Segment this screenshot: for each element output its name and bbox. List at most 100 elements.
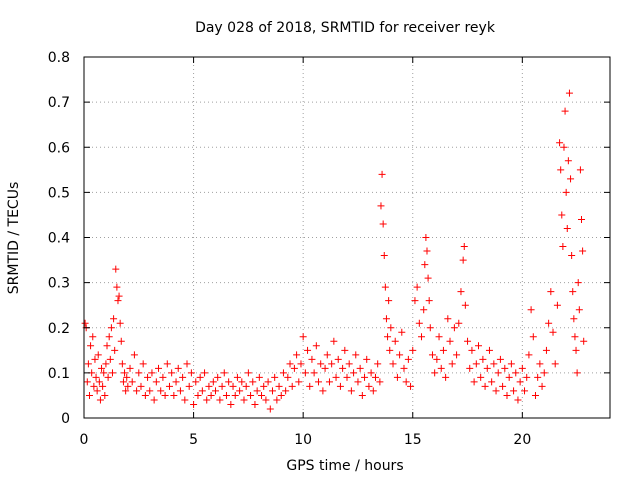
data-point xyxy=(545,319,553,327)
data-point xyxy=(398,328,406,336)
data-point xyxy=(264,378,272,386)
data-point xyxy=(382,315,390,323)
data-point xyxy=(222,391,230,399)
data-point xyxy=(312,342,320,350)
data-point xyxy=(266,405,274,413)
data-point xyxy=(95,378,103,386)
data-point xyxy=(378,170,386,178)
data-point xyxy=(557,166,565,174)
data-point xyxy=(332,373,340,381)
chart-title: Day 028 of 2018, SRMTID for receiver rey… xyxy=(195,20,496,36)
data-point xyxy=(128,378,136,386)
data-point xyxy=(376,378,384,386)
data-point xyxy=(321,364,329,372)
data-point xyxy=(155,364,163,372)
data-point xyxy=(258,391,266,399)
data-point xyxy=(194,391,202,399)
data-point xyxy=(501,364,509,372)
data-point xyxy=(201,369,209,377)
data-point xyxy=(561,107,569,115)
data-point xyxy=(563,224,571,232)
data-point xyxy=(542,346,550,354)
data-point xyxy=(575,306,583,314)
y-tick-label: 0.1 xyxy=(48,366,70,382)
data-point xyxy=(108,369,116,377)
data-point xyxy=(404,355,412,363)
data-point xyxy=(499,382,507,390)
data-point xyxy=(90,382,98,390)
data-point xyxy=(538,382,546,390)
data-point xyxy=(118,360,126,368)
data-point xyxy=(117,337,125,345)
data-point xyxy=(556,139,564,147)
data-point xyxy=(564,157,572,165)
y-tick-label: 0.4 xyxy=(48,231,70,247)
data-point xyxy=(133,387,141,395)
data-point xyxy=(470,378,478,386)
data-point xyxy=(247,391,255,399)
data-point xyxy=(238,378,246,386)
data-point xyxy=(96,396,104,404)
data-point xyxy=(450,324,458,332)
data-point xyxy=(319,387,327,395)
data-point xyxy=(396,351,404,359)
data-point xyxy=(225,378,233,386)
data-point xyxy=(565,89,573,97)
data-point xyxy=(385,297,393,305)
data-point xyxy=(393,373,401,381)
data-point xyxy=(240,396,248,404)
data-point xyxy=(567,175,575,183)
data-point xyxy=(159,373,167,381)
data-point xyxy=(115,292,123,300)
data-point xyxy=(457,288,465,296)
data-point xyxy=(569,288,577,296)
data-point xyxy=(290,364,298,372)
y-axis-label: SRMTID / TECUs xyxy=(6,182,22,295)
data-point xyxy=(106,355,114,363)
data-point xyxy=(116,319,124,327)
data-point xyxy=(387,324,395,332)
tick-labels: 0 5 10 15 20 0 0.1 0.2 0.3 0.4 0.5 0.6 0.7 0.8 xyxy=(48,50,532,448)
data-point xyxy=(379,220,387,228)
data-point xyxy=(288,382,296,390)
data-point xyxy=(279,369,287,377)
data-point xyxy=(534,373,542,381)
data-point xyxy=(374,360,382,368)
data-point xyxy=(345,360,353,368)
data-point xyxy=(512,369,520,377)
data-point xyxy=(580,337,588,345)
x-tick-label: 20 xyxy=(513,432,531,448)
data-point xyxy=(251,400,259,408)
data-points xyxy=(81,89,588,413)
data-point xyxy=(196,373,204,381)
data-point xyxy=(236,387,244,395)
data-point xyxy=(148,369,156,377)
data-point xyxy=(315,378,323,386)
data-point xyxy=(105,333,113,341)
data-point xyxy=(367,369,375,377)
y-tick-label: 0.3 xyxy=(48,276,70,292)
data-point xyxy=(423,247,431,255)
data-point xyxy=(369,387,377,395)
data-point xyxy=(527,306,535,314)
data-point xyxy=(425,297,433,305)
data-point xyxy=(84,360,92,368)
data-point xyxy=(161,391,169,399)
data-point xyxy=(297,360,305,368)
data-point xyxy=(187,369,195,377)
data-point xyxy=(343,373,351,381)
data-point xyxy=(560,143,568,151)
data-point xyxy=(99,382,107,390)
data-point xyxy=(573,369,581,377)
data-point xyxy=(203,396,211,404)
data-point xyxy=(277,391,285,399)
data-point xyxy=(83,378,91,386)
data-point xyxy=(562,188,570,196)
data-point xyxy=(358,391,366,399)
data-point xyxy=(308,355,316,363)
data-point xyxy=(483,364,491,372)
y-tick-label: 0.5 xyxy=(48,185,70,201)
data-point xyxy=(107,324,115,332)
data-point xyxy=(183,360,191,368)
data-point xyxy=(352,351,360,359)
